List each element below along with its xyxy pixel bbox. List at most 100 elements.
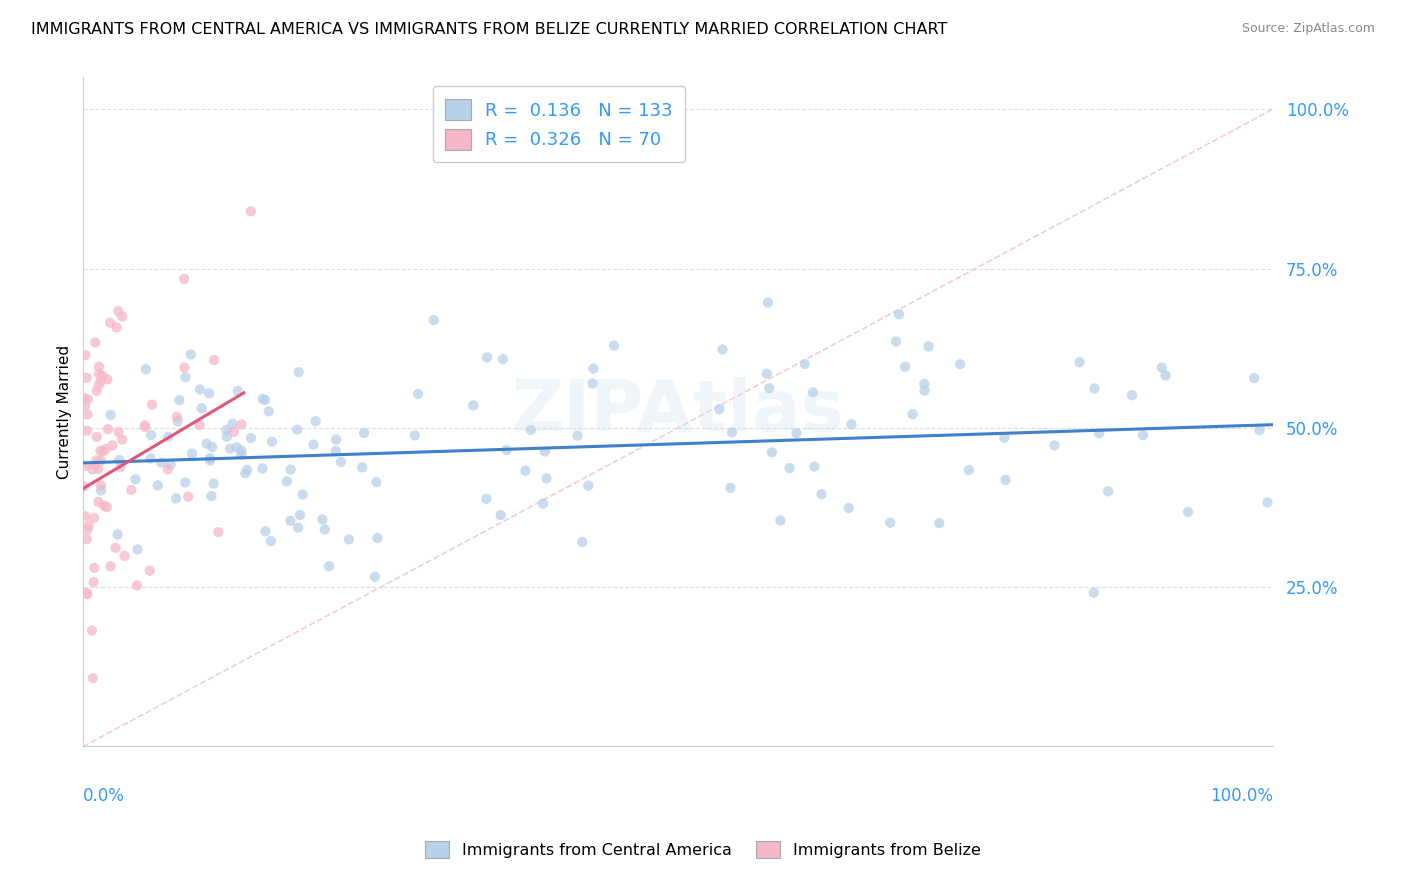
Point <box>721 425 744 440</box>
Point <box>202 476 225 491</box>
Point <box>135 362 157 376</box>
Point <box>231 443 253 458</box>
Point <box>225 440 247 454</box>
Point <box>91 444 114 458</box>
Point <box>107 527 129 541</box>
Point <box>90 454 112 468</box>
Point <box>758 381 780 395</box>
Point <box>90 483 112 498</box>
Point <box>96 372 118 386</box>
Point <box>236 463 259 477</box>
Text: 0.0%: 0.0% <box>83 787 125 805</box>
Point <box>215 423 238 437</box>
Point <box>120 483 142 497</box>
Point <box>288 508 311 522</box>
Point <box>84 458 107 472</box>
Point <box>285 423 308 437</box>
Point <box>93 499 115 513</box>
Point <box>894 359 917 374</box>
Point <box>86 453 108 467</box>
Point <box>520 423 543 437</box>
Point <box>1150 360 1173 375</box>
Point <box>190 401 212 416</box>
Point <box>96 500 118 514</box>
Point <box>82 462 104 476</box>
Point <box>82 671 104 685</box>
Point <box>1177 505 1199 519</box>
Point <box>1069 355 1091 369</box>
Point <box>169 393 191 408</box>
Point <box>139 564 162 578</box>
Point <box>1243 371 1265 385</box>
Point <box>779 461 801 475</box>
Point <box>86 384 108 398</box>
Point <box>318 559 340 574</box>
Point <box>841 417 863 432</box>
Point <box>107 425 129 439</box>
Point <box>993 431 1015 445</box>
Point <box>98 316 121 330</box>
Point <box>1097 484 1119 499</box>
Point <box>287 521 309 535</box>
Point <box>353 425 375 440</box>
Point <box>77 518 100 533</box>
Point <box>87 367 110 381</box>
Point <box>755 367 778 381</box>
Point <box>180 347 202 361</box>
Point <box>949 357 972 371</box>
Point <box>73 509 96 524</box>
Point <box>188 383 211 397</box>
Point <box>207 525 229 540</box>
Point <box>305 414 328 428</box>
Point <box>603 338 626 352</box>
Point <box>141 398 163 412</box>
Point <box>337 533 360 547</box>
Point <box>198 453 221 467</box>
Point <box>901 407 924 421</box>
Point <box>105 320 128 334</box>
Point <box>239 204 262 219</box>
Point <box>125 578 148 592</box>
Point <box>73 399 96 413</box>
Point <box>769 514 792 528</box>
Point <box>73 480 96 494</box>
Point <box>879 516 901 530</box>
Point <box>83 574 105 589</box>
Point <box>76 532 98 546</box>
Point <box>76 371 98 385</box>
Point <box>276 475 298 489</box>
Point <box>475 491 498 506</box>
Point <box>280 462 302 476</box>
Point <box>195 436 218 450</box>
Point <box>75 458 97 473</box>
Point <box>1043 438 1066 452</box>
Point <box>917 339 939 353</box>
Point <box>87 359 110 374</box>
Point <box>280 514 302 528</box>
Point <box>235 466 257 480</box>
Point <box>100 559 122 574</box>
Point <box>110 460 132 475</box>
Point <box>1083 585 1105 599</box>
Point <box>803 459 825 474</box>
Text: Source: ZipAtlas.com: Source: ZipAtlas.com <box>1241 22 1375 36</box>
Point <box>146 478 169 492</box>
Point <box>475 351 498 365</box>
Point <box>314 523 336 537</box>
Point <box>177 490 200 504</box>
Point <box>761 445 783 459</box>
Point <box>914 384 936 398</box>
Point <box>219 442 242 456</box>
Point <box>260 434 283 449</box>
Point <box>221 417 243 431</box>
Point <box>582 361 605 376</box>
Point <box>1154 368 1177 383</box>
Point <box>134 418 156 433</box>
Point <box>166 414 188 428</box>
Point <box>252 461 274 475</box>
Point <box>174 475 197 490</box>
Point <box>215 430 238 444</box>
Point <box>364 570 387 584</box>
Y-axis label: Currently Married: Currently Married <box>58 345 72 479</box>
Point <box>571 535 593 549</box>
